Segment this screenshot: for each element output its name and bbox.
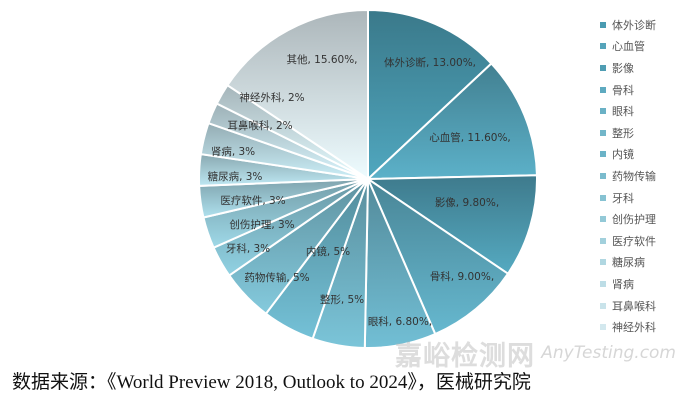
legend-swatch [600,302,606,309]
legend-label: 药物传输 [612,169,656,183]
legend-swatch [600,21,606,28]
legend-label: 整形 [612,126,634,140]
legend-label: 骨科 [612,83,634,97]
source-note: 数据来源：《World Preview 2018, Outlook to 202… [12,372,531,393]
legend-swatch [600,64,606,71]
data-label: 眼科, 6.80%, [368,315,432,328]
legend-swatch [600,216,606,223]
legend-label: 耳鼻喉科 [612,299,656,313]
legend-label: 体外诊断 [612,18,656,32]
legend: 体外诊断心血管影像骨科眼科整形内镜药物传输牙科创伤护理医疗软件糖尿病肾病耳鼻喉科… [600,14,656,338]
legend-label: 创伤护理 [612,213,656,227]
legend-label: 牙科 [612,191,634,205]
data-label: 药物传输, 5% [244,271,309,284]
data-label: 其他, 15.60%, [286,53,357,66]
legend-swatch [600,86,606,93]
pie-slice-3 [364,174,538,276]
legend-label: 影像 [612,61,634,75]
legend-item: 内镜 [600,144,656,166]
legend-item: 整形 [600,122,656,144]
data-label: 体外诊断, 13.00%, [384,56,476,69]
watermark-cn: 嘉峪检测网 [395,341,535,372]
pie-slice-4 [365,176,510,336]
data-label: 创伤护理, 3% [229,218,294,231]
legend-label: 肾病 [612,277,634,291]
data-label: 整形, 5% [320,293,364,306]
legend-swatch [600,237,606,244]
data-label: 影像, 9.80%, [435,196,499,209]
legend-item: 药物传输 [600,165,656,187]
pie-slice-16 [226,8,369,181]
data-label: 肾病, 3% [211,145,255,158]
legend-label: 心血管 [612,40,645,54]
legend-swatch [600,194,606,201]
legend-item: 眼科 [600,100,656,122]
legend-item: 肾病 [600,273,656,295]
legend-label: 眼科 [612,105,634,119]
data-label: 牙科, 3% [226,242,270,255]
legend-swatch [600,259,606,266]
data-label: 神经外科, 2% [239,91,304,104]
legend-swatch [600,43,606,50]
legend-item: 创伤护理 [600,208,656,230]
data-label: 内镜, 5% [306,245,350,258]
legend-item: 耳鼻喉科 [600,295,656,317]
data-label: 心血管, 11.60%, [429,131,511,144]
legend-label: 神经外科 [612,321,656,335]
legend-item: 牙科 [600,187,656,209]
legend-item: 骨科 [600,79,656,101]
legend-label: 糖尿病 [612,256,645,270]
legend-swatch [600,324,606,331]
legend-item: 医疗软件 [600,230,656,252]
legend-item: 体外诊断 [600,14,656,36]
legend-item: 影像 [600,57,656,79]
pie-slice-1 [367,8,493,182]
legend-item: 心血管 [600,36,656,58]
data-label: 耳鼻喉科, 2% [227,119,292,132]
watermark-en: AnyTesting.com [541,343,676,363]
data-label: 骨科, 9.00%, [430,270,494,283]
legend-label: 医疗软件 [612,234,656,248]
legend-swatch [600,108,606,115]
pie-slice-2 [365,62,538,181]
legend-swatch [600,280,606,287]
legend-swatch [600,129,606,136]
legend-swatch [600,151,606,158]
legend-label: 内镜 [612,148,634,162]
legend-item: 神经外科 [600,316,656,338]
data-label: 医疗软件, 3% [220,194,285,207]
legend-swatch [600,172,606,179]
legend-item: 糖尿病 [600,252,656,274]
data-label: 糖尿病, 3% [208,170,263,183]
